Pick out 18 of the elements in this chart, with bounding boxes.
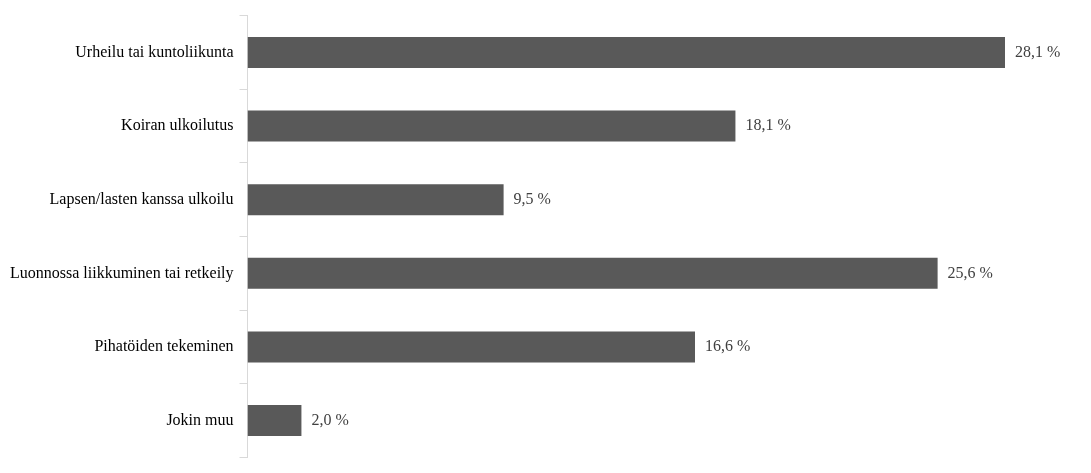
y-tick-label: Luonnossa liikkuminen tai retkeily: [10, 263, 234, 282]
bar: [247, 405, 302, 437]
bar: [247, 110, 736, 142]
bar: [247, 257, 938, 289]
data-label: 18,1 %: [745, 116, 791, 134]
y-tick-label: Koiran ulkoilutus: [121, 116, 234, 134]
data-label: 28,1 %: [1015, 42, 1061, 60]
data-label: 2,0 %: [311, 410, 349, 428]
y-tick-label: Pihatöiden tekeminen: [94, 337, 234, 355]
bar: [247, 331, 695, 363]
bar: [247, 184, 504, 216]
data-label: 25,6 %: [947, 263, 993, 281]
bar: [247, 36, 1005, 68]
y-tick-label: Lapsen/lasten kanssa ulkoilu: [49, 189, 234, 208]
data-label: 16,6 %: [705, 337, 751, 355]
y-tick-label: Urheilu tai kuntoliikunta: [75, 42, 234, 60]
data-label: 9,5 %: [513, 189, 551, 207]
y-tick-label: Jokin muu: [166, 410, 234, 428]
